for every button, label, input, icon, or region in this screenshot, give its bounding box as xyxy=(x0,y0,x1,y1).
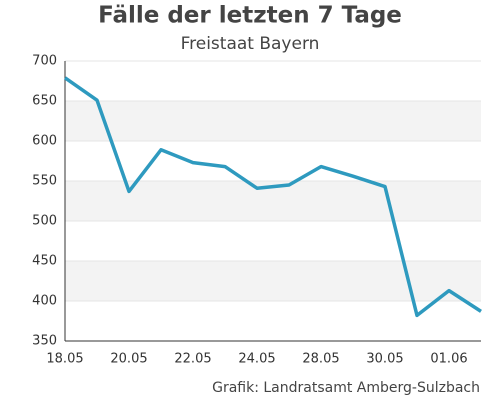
grid-band xyxy=(65,101,481,141)
chart-subtitle: Freistaat Bayern xyxy=(181,34,320,54)
x-tick-label: 30.05 xyxy=(366,352,403,367)
source: Grafik: Landratsamt Amberg-Sulzbach xyxy=(212,380,480,396)
line xyxy=(63,76,482,318)
y-tick-label: 450 xyxy=(32,254,57,269)
x-tick-label: 20.05 xyxy=(110,352,147,367)
chart-title: Fälle der letzten 7 Tage xyxy=(98,3,402,29)
y-tick-label: 350 xyxy=(32,334,57,349)
y-tick-label: 400 xyxy=(32,294,57,309)
x-tick-label: 24.05 xyxy=(238,352,275,367)
y-tick-label: 500 xyxy=(32,214,57,229)
x-tick-label: 22.05 xyxy=(174,352,211,367)
y-tick-label: 600 xyxy=(32,134,57,149)
grid-band xyxy=(65,261,481,301)
x-tick-label: 01.06 xyxy=(430,352,467,367)
x-tick-label: 28.05 xyxy=(302,352,339,367)
x-tick-label: 18.05 xyxy=(46,352,83,367)
y-tick-label: 650 xyxy=(32,94,57,109)
y-tick-label: 700 xyxy=(32,54,57,69)
y-tick-label: 550 xyxy=(32,174,57,189)
